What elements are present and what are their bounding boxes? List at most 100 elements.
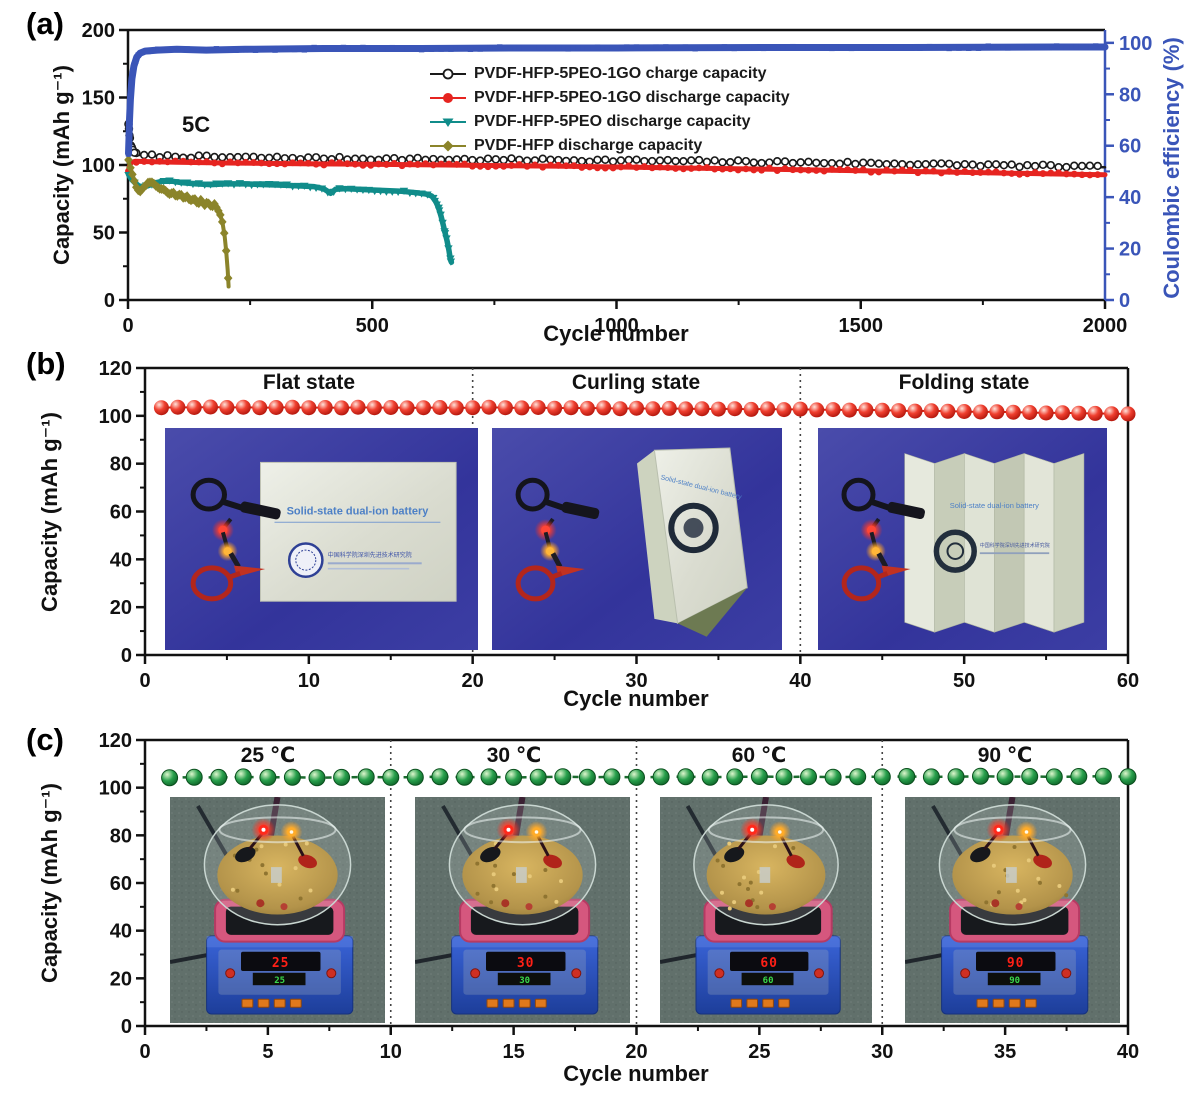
controller-knob-right	[1061, 968, 1072, 979]
photo-30c: 30 30	[415, 797, 630, 1023]
controller-button	[992, 998, 1005, 1008]
red-wire-loop	[841, 565, 882, 602]
probe-rod	[931, 804, 965, 860]
svg-text:20: 20	[110, 968, 132, 990]
black-clip	[724, 846, 745, 863]
battery-pouch-folded: Solid-state dual-ion battery 中国科学院深圳先进技术研…	[904, 453, 1085, 633]
section-title-30c: 30 ℃	[486, 744, 542, 767]
red-wire-loop	[515, 565, 556, 602]
photo-60c: 60 60	[660, 797, 872, 1023]
probe-rod	[196, 804, 230, 860]
svg-text:120: 120	[99, 730, 132, 752]
svg-text:50: 50	[93, 223, 115, 245]
clip-leads	[190, 477, 281, 602]
rate-annotation: 5C	[182, 112, 211, 137]
svg-text:20: 20	[625, 1041, 647, 1063]
svg-text:0: 0	[104, 290, 115, 312]
black-alligator-clip	[240, 501, 281, 520]
coin-cell	[516, 867, 527, 883]
probe-rod	[685, 805, 719, 859]
section-title-25c: 25 ℃	[240, 744, 296, 767]
controller-button	[762, 998, 774, 1008]
controller-button	[746, 998, 759, 1008]
black-wire-loop	[190, 477, 227, 512]
institute-logo-icon	[287, 542, 324, 578]
red-alligator-clip	[881, 565, 911, 577]
pouch-title: Solid-state dual-ion battery	[287, 506, 430, 518]
svg-text:80: 80	[1119, 84, 1141, 106]
section-title-flat: Flat state	[262, 371, 356, 394]
institute-logo-icon	[668, 502, 719, 554]
svg-text:1500: 1500	[839, 315, 884, 337]
bowl-rim	[218, 816, 337, 844]
pouch-subtitle: 中国科学院深圳先进技术研究院	[328, 551, 412, 559]
red-wire-loop	[190, 565, 234, 602]
photo-flat-state: Solid-state dual-ion battery 中国科学院深圳先进技术研…	[165, 428, 478, 650]
display-actual-temp: 60	[763, 976, 774, 986]
svg-text:60: 60	[110, 502, 132, 524]
pouch-title: Solid-state dual-ion battery	[950, 501, 1039, 510]
controller-button	[241, 998, 254, 1008]
display-actual-temp: 25	[274, 976, 285, 986]
svg-text:500: 500	[356, 315, 389, 337]
svg-text:150: 150	[82, 88, 115, 110]
legend-row-hfp: PVDF-HFP discharge capacity	[428, 134, 790, 158]
panel-a-xlabel: Cycle number	[543, 321, 689, 346]
bowl-rim	[463, 816, 582, 844]
power-cable	[415, 953, 452, 964]
display-set-temp: 60	[760, 956, 778, 971]
controller-knob-left	[225, 968, 236, 979]
pouch-fold-edge	[677, 587, 748, 637]
svg-text:10: 10	[380, 1041, 402, 1063]
probe-rod	[441, 804, 475, 860]
controller-knob-left	[960, 968, 971, 979]
legend-marker-triangle-icon	[430, 118, 466, 127]
battery-pouch-curled: Solid-state dual-ion battery	[637, 447, 748, 637]
controller-button	[730, 998, 743, 1008]
display-actual-temp: 30	[519, 976, 530, 986]
power-cable	[170, 953, 207, 964]
red-clip	[298, 854, 317, 869]
controller-knob-right	[326, 968, 337, 979]
legend-row-discharge: PVDF-HFP-5PEO-1GO discharge capacity	[428, 86, 790, 110]
temperature-display	[486, 951, 566, 971]
controller-button	[534, 998, 547, 1008]
display-set-temp: 90	[1007, 956, 1025, 971]
bowl-rim	[953, 816, 1072, 844]
svg-text:60: 60	[1117, 670, 1139, 692]
svg-text:40: 40	[110, 921, 132, 943]
svg-text:200: 200	[82, 20, 115, 42]
svg-text:1000: 1000	[594, 315, 639, 337]
panel-b-xlabel: Cycle number	[563, 686, 709, 711]
legend-marker-open-circle-icon	[430, 68, 466, 80]
controller-button	[1008, 998, 1021, 1008]
panel-b-ylabel: Capacity (mAh g⁻¹)	[37, 412, 62, 612]
panel-a-letter: (a)	[26, 6, 64, 41]
pouch-subtitle: 中国科学院深圳先进技术研究院	[980, 542, 1050, 549]
controller-button	[518, 998, 531, 1008]
panel-c-letter: (c)	[26, 722, 64, 757]
controller-button	[502, 998, 515, 1008]
legend-marker-diamond-icon	[430, 140, 466, 152]
svg-text:35: 35	[994, 1041, 1016, 1063]
controller-button	[486, 998, 499, 1008]
svg-text:60: 60	[1119, 136, 1141, 158]
svg-text:80: 80	[110, 825, 132, 847]
svg-text:0: 0	[121, 645, 132, 667]
svg-text:40: 40	[789, 670, 811, 692]
photo-folding-state: Solid-state dual-ion battery 中国科学院深圳先进技术研…	[818, 428, 1107, 650]
temperature-display	[730, 951, 809, 971]
svg-text:0: 0	[1119, 290, 1130, 312]
controller-knob-right	[814, 968, 824, 979]
svg-text:40: 40	[110, 549, 132, 571]
legend-label: PVDF-HFP-5PEO-1GO discharge capacity	[474, 89, 790, 106]
power-cable	[905, 953, 942, 964]
bowl-rim	[707, 816, 825, 844]
legend-label: PVDF-HFP-5PEO discharge capacity	[474, 113, 751, 130]
controller-button	[257, 998, 270, 1008]
photo-25c: 25 25	[170, 797, 385, 1023]
red-clip	[1033, 854, 1052, 869]
coin-cell	[1006, 867, 1017, 883]
